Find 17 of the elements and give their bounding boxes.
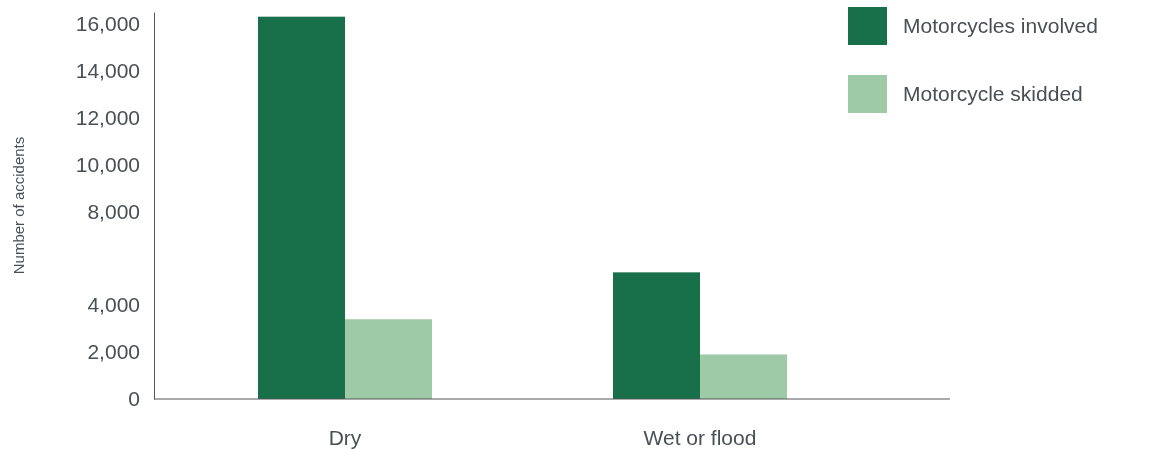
y-tick-label: 10,000 (75, 152, 140, 176)
x-tick-label: Wet or flood (643, 426, 757, 449)
y-tick-label: 16,000 (75, 11, 140, 35)
bar (613, 272, 700, 399)
y-tick-label: 8,000 (87, 199, 140, 223)
y-tick-label: 0 (128, 387, 140, 411)
legend-label: Motorcycle skidded (903, 82, 1083, 105)
bar (258, 16, 345, 399)
bar (700, 354, 787, 399)
legend-label: Motorcycles involved (903, 14, 1098, 37)
x-tick-label: Dry (328, 426, 362, 449)
y-tick-label: 2,000 (87, 340, 140, 364)
y-tick-label: 14,000 (75, 58, 140, 82)
bar (345, 319, 432, 399)
y-tick-label: 12,000 (75, 105, 140, 129)
y-tick-label: 4,000 (87, 293, 140, 317)
y-axis-title: Number of accidents (10, 136, 27, 275)
